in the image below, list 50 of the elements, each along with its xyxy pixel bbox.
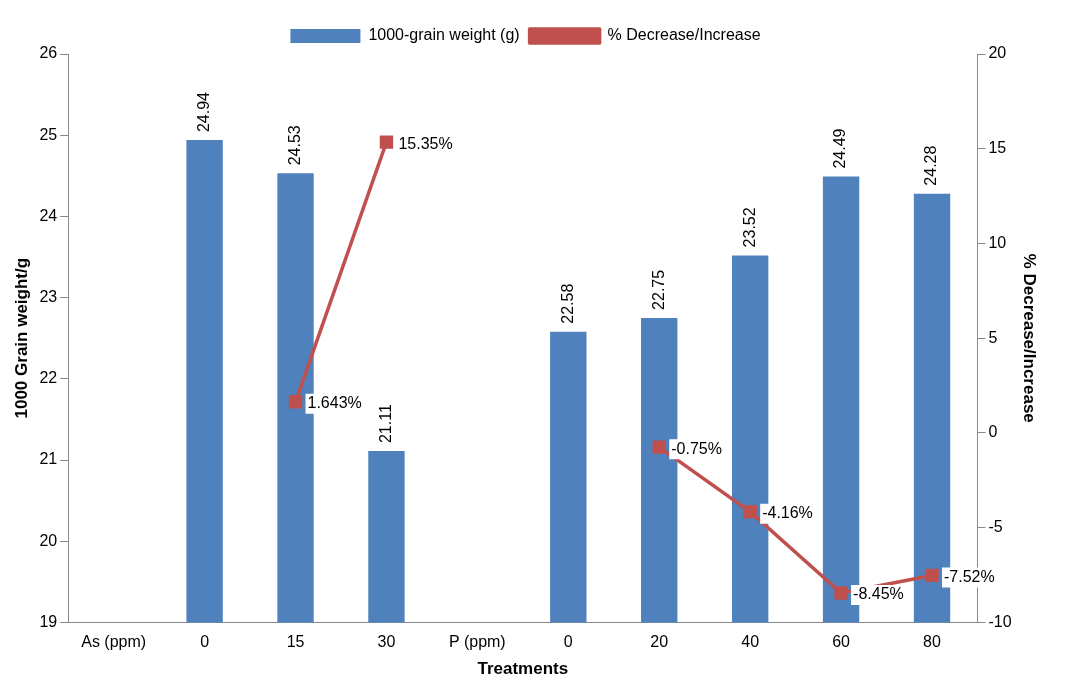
data-label: 22.58 [558, 283, 576, 324]
y-tick-label: 25 [39, 125, 58, 143]
point [379, 135, 394, 149]
data-label: 24.28 [922, 145, 940, 186]
legend-label: % Decrease/Increase [607, 26, 761, 44]
data-label: -0.75% [671, 439, 722, 457]
y-tick-label: 22 [39, 369, 58, 387]
x-tick-label: 15 [286, 633, 305, 651]
point [652, 440, 666, 454]
data-label: 24.94 [194, 91, 212, 133]
y2-tick-label: -5 [988, 518, 1003, 536]
point [925, 568, 939, 583]
y2-tick-label: 10 [988, 233, 1007, 251]
data-label: -7.52% [944, 567, 995, 585]
x-tick-label: 80 [923, 633, 942, 651]
x-tick-label: 40 [741, 633, 760, 651]
x-tick-label: As (ppm) [81, 633, 147, 651]
y-tick-label: 26 [39, 44, 58, 62]
y-tick-label: 19 [39, 612, 58, 630]
y2-tick-label: 20 [988, 44, 1007, 62]
data-label: 1.643% [307, 394, 362, 412]
point [743, 505, 757, 519]
y2-tick-label: -10 [988, 612, 1012, 630]
x-tick-label: 60 [832, 633, 851, 651]
y2-tick-label: 15 [988, 139, 1007, 157]
x-tick-label: 20 [650, 633, 669, 651]
y2-axis-title: % Decrease/Increase [1020, 253, 1040, 423]
x-axis-title: Treatments [477, 659, 569, 679]
point [834, 586, 848, 600]
data-label: -8.45% [853, 585, 904, 603]
point [288, 395, 303, 409]
data-label: -4.16% [762, 504, 813, 522]
data-label: 24.49 [831, 128, 849, 169]
data-label: 22.75 [649, 269, 667, 310]
data-label: 15.35% [398, 134, 453, 152]
y-axis-title: 1000 Grain weight/g [11, 257, 31, 419]
data-label: 23.52 [740, 207, 758, 248]
y2-tick-label: 0 [988, 423, 998, 441]
x-tick-label: P (ppm) [449, 633, 506, 651]
y-tick-label: 21 [39, 450, 58, 468]
y-tick-label: 20 [39, 531, 58, 549]
x-tick-label: 0 [200, 633, 210, 651]
y-tick-label: 23 [39, 288, 58, 306]
y-tick-label: 24 [39, 206, 58, 224]
legend-label: 1000-grain weight (g) [368, 26, 520, 44]
data-label: 21.11 [376, 404, 394, 444]
x-tick-label: 30 [377, 633, 396, 651]
y2-tick-label: 5 [988, 328, 998, 346]
x-tick-label: 0 [563, 633, 573, 651]
data-label: 24.53 [285, 125, 303, 166]
